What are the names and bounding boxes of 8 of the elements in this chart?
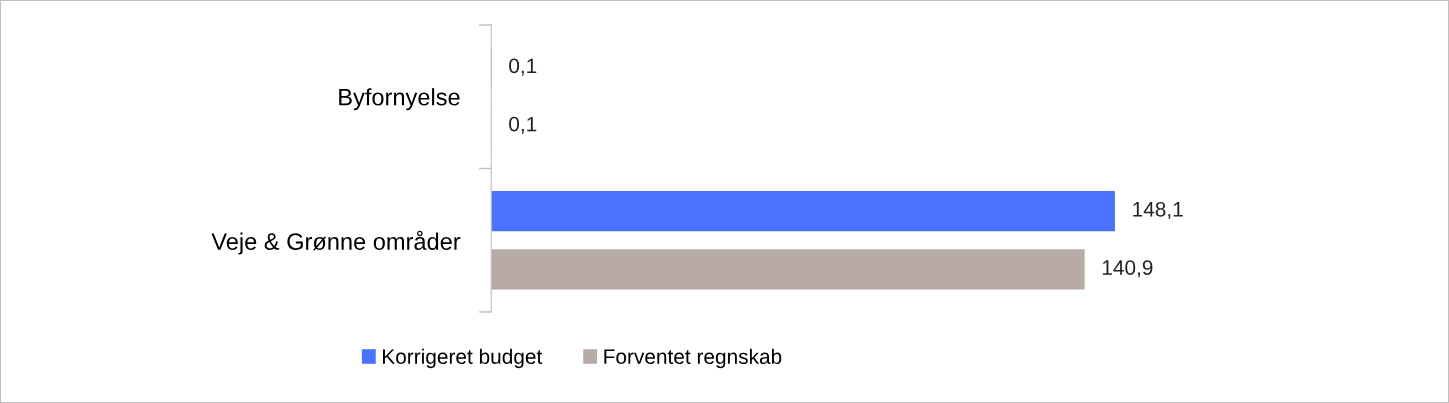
y-tick-label: Byfornyelse bbox=[339, 88, 460, 111]
legend-label: Korrigeret budget bbox=[383, 348, 543, 369]
data-label: 0,1 bbox=[509, 58, 537, 76]
y-tick-label: Veje & Grønne områder bbox=[211, 230, 461, 255]
legend-label: Forventet regnskab bbox=[604, 348, 782, 369]
data-label: 0,1 bbox=[509, 116, 537, 134]
data-label: 148,1 bbox=[1133, 201, 1183, 220]
data-label: 140,9 bbox=[1102, 260, 1153, 278]
